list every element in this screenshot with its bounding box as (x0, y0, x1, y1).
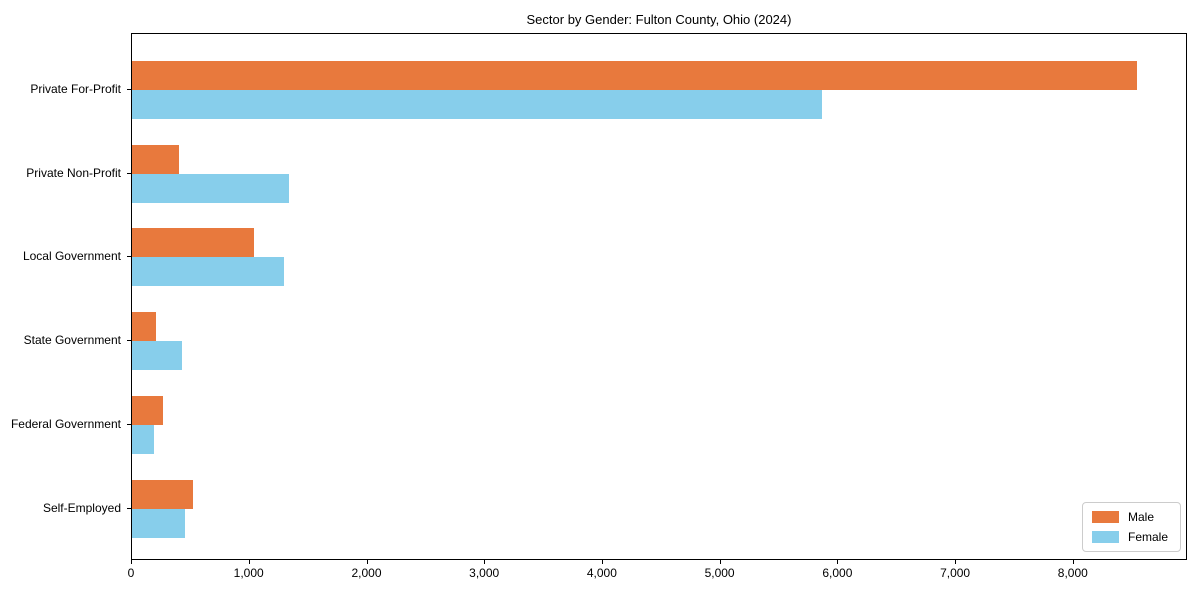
bar-female-local-government (132, 257, 284, 287)
x-tick-mark-0 (131, 560, 132, 564)
bar-male-private-non-profit (132, 144, 180, 174)
x-tick-label-2000: 2,000 (351, 566, 382, 580)
y-tick-mark-private-non-profit (127, 172, 131, 174)
x-tick-mark-3000 (484, 560, 486, 564)
bar-male-self-employed (132, 479, 194, 509)
bar-female-private-non-profit (132, 173, 289, 203)
legend-swatch-female (1091, 531, 1119, 543)
y-tick-mark-private-for-profit (127, 88, 131, 90)
y-tick-label-self-employed: Self-Employed (42, 500, 121, 515)
x-tick-label-8000: 8,000 (1057, 566, 1088, 580)
legend-row-male: Male (1091, 510, 1168, 524)
y-tick-mark-federal-government (127, 424, 131, 426)
y-tick-mark-self-employed (127, 507, 131, 509)
y-tick-label-private-for-profit: Private For-Profit (30, 81, 121, 96)
y-tick-mark-state-government (127, 340, 131, 342)
legend-label-male: Male (1127, 510, 1154, 524)
y-tick-mark-local-government (127, 256, 131, 258)
x-tick-mark-2000 (366, 560, 368, 564)
bar-male-local-government (132, 228, 255, 258)
x-tick-label-1000: 1,000 (233, 566, 264, 580)
x-tick-mark-7000 (955, 560, 957, 564)
bar-female-state-government (132, 341, 182, 371)
plot-area: Male Female (131, 33, 1187, 560)
bar-female-federal-government (132, 425, 154, 455)
x-tick-label-7000: 7,000 (940, 566, 971, 580)
y-tick-label-local-government: Local Government (22, 249, 121, 264)
bar-female-private-for-profit (132, 89, 822, 119)
bar-male-state-government (132, 312, 156, 342)
bar-male-private-for-profit (132, 60, 1138, 90)
y-tick-label-private-non-profit: Private Non-Profit (26, 165, 121, 180)
x-tick-mark-6000 (837, 560, 839, 564)
x-tick-label-5000: 5,000 (704, 566, 735, 580)
legend: Male Female (1081, 502, 1181, 552)
legend-label-female: Female (1127, 530, 1168, 544)
y-tick-label-state-government: State Government (23, 333, 121, 348)
x-tick-mark-4000 (601, 560, 603, 564)
bar-male-federal-government (132, 396, 164, 426)
x-tick-label-3000: 3,000 (469, 566, 500, 580)
x-tick-label-4000: 4,000 (586, 566, 617, 580)
x-tick-mark-1000 (248, 560, 250, 564)
x-tick-mark-8000 (1072, 560, 1074, 564)
x-tick-label-0: 0 (127, 566, 135, 580)
legend-swatch-male (1091, 511, 1119, 523)
y-tick-label-federal-government: Federal Government (10, 417, 121, 432)
bar-female-self-employed (132, 508, 185, 538)
x-tick-mark-5000 (719, 560, 721, 564)
chart-title: Sector by Gender: Fulton County, Ohio (2… (526, 12, 792, 27)
legend-row-female: Female (1091, 530, 1168, 544)
x-tick-label-6000: 6,000 (822, 566, 853, 580)
